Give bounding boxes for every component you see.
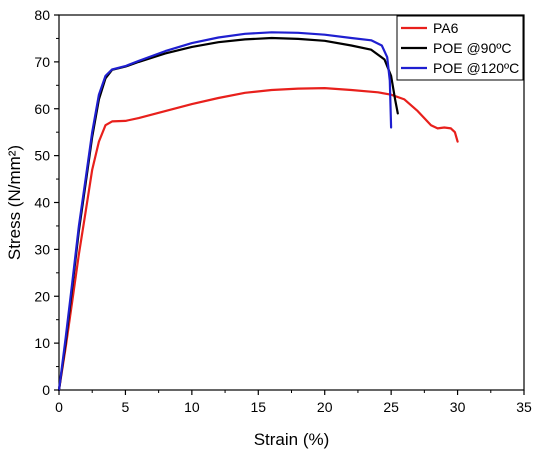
x-tick-label: 0 (55, 399, 63, 415)
y-tick-label: 30 (34, 241, 50, 257)
legend: PA6 POE @90ºC POE @120ºC (396, 15, 524, 81)
legend-label-1: PA6 (433, 20, 459, 36)
y-tick-label: 0 (42, 382, 50, 398)
x-tick-label: 35 (516, 399, 532, 415)
y-tick-label: 10 (34, 335, 50, 351)
y-tick-label: 70 (34, 54, 50, 70)
x-tick-label: 15 (250, 399, 266, 415)
x-tick-label: 20 (317, 399, 333, 415)
y-tick-label: 20 (34, 288, 50, 304)
x-axis-title: Strain (%) (254, 430, 330, 449)
y-axis-title: Stress (N/mm²) (5, 145, 24, 260)
legend-label-2: POE @90ºC (433, 40, 511, 56)
y-tick-label: 40 (34, 195, 50, 211)
x-axis: 0 5 10 15 20 25 30 35 (55, 390, 532, 415)
x-tick-label: 25 (383, 399, 399, 415)
y-tick-label: 80 (34, 7, 50, 23)
y-axis: 0 10 20 30 40 50 60 70 80 (34, 7, 59, 398)
x-tick-label: 10 (184, 399, 200, 415)
series-line-2 (57, 36, 399, 392)
series-line-3 (57, 31, 393, 392)
series-layer (57, 31, 459, 392)
legend-label-3: POE @120ºC (433, 60, 519, 76)
y-tick-label: 50 (34, 148, 50, 164)
x-tick-label: 5 (122, 399, 130, 415)
y-tick-label: 60 (34, 101, 50, 117)
series-line-1 (57, 87, 459, 392)
x-tick-label: 30 (450, 399, 466, 415)
